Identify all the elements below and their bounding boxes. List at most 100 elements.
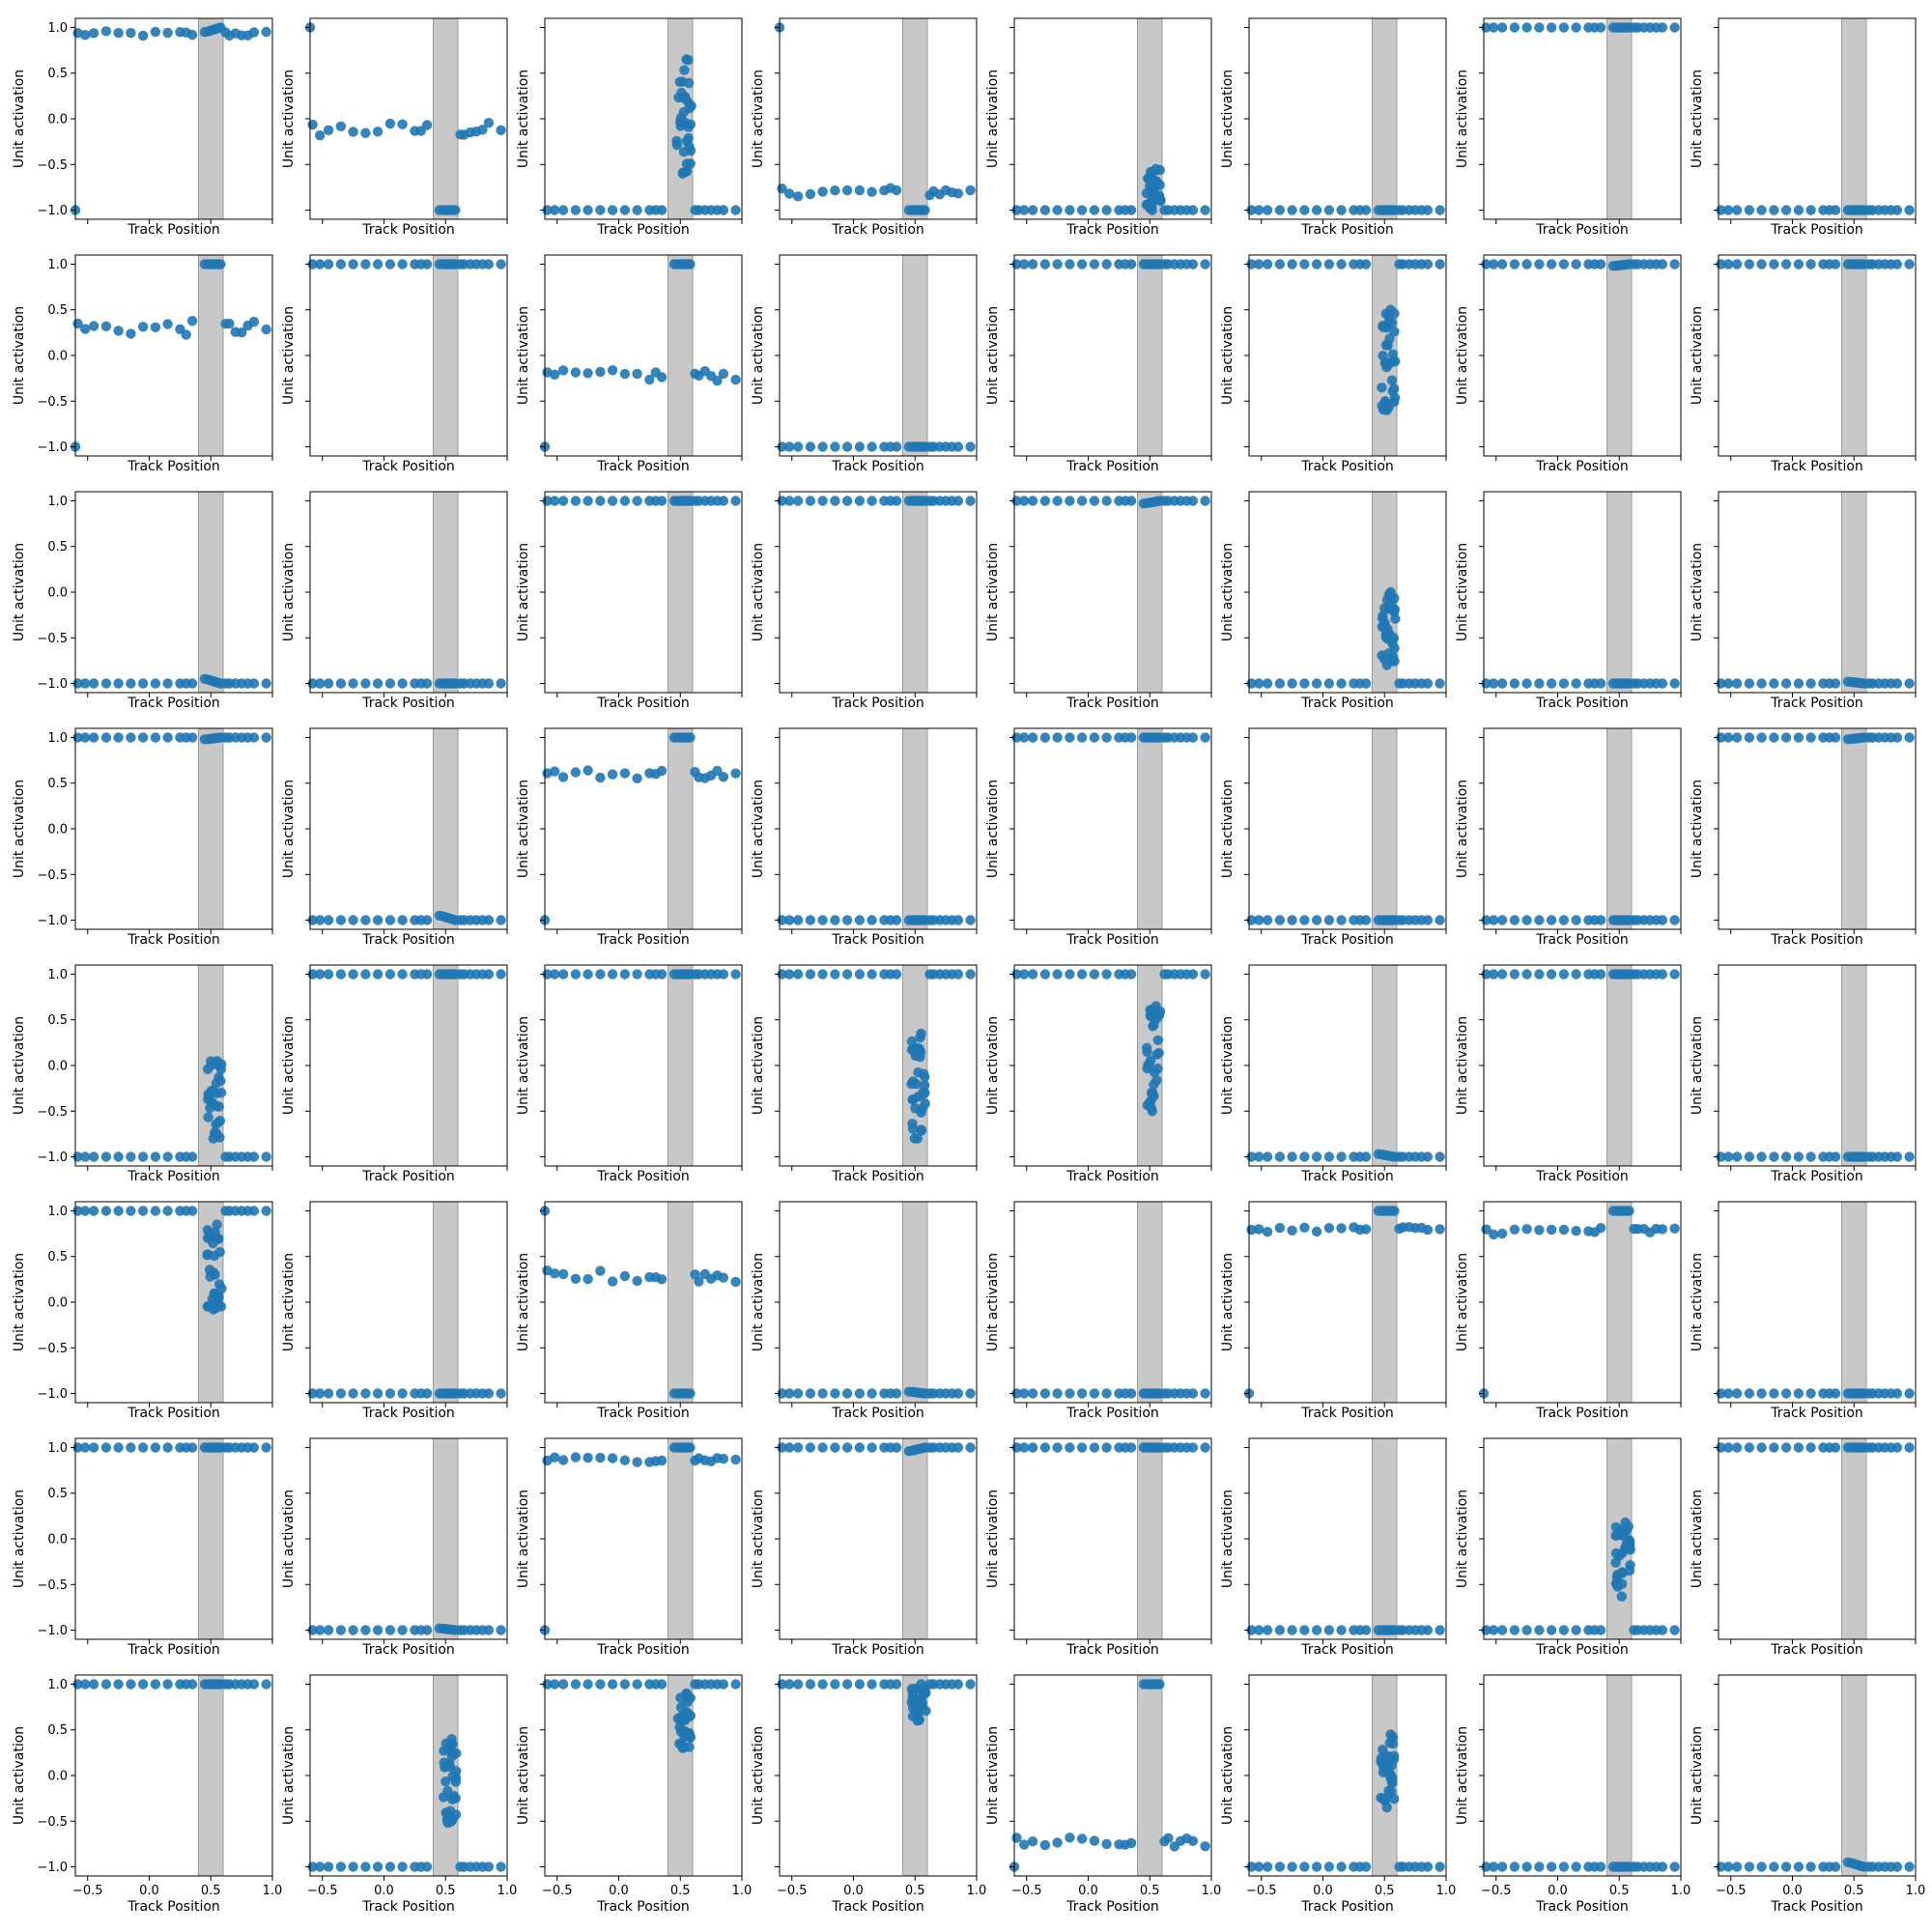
subplot-3-6: Track Position Unit activation xyxy=(1220,491,1447,711)
x-axis-label: Track Position xyxy=(831,1899,924,1915)
data-point xyxy=(1149,1091,1159,1101)
y-tick-label: 0.5 xyxy=(47,777,68,791)
data-point xyxy=(162,1151,173,1162)
data-point xyxy=(100,1151,112,1162)
subplot-3-4: Track Position Unit activation xyxy=(751,491,978,711)
x-tick-label: −0.5 xyxy=(307,1884,338,1898)
data-point xyxy=(1744,678,1755,689)
data-point xyxy=(550,1268,560,1279)
subplot-5-4: Track Position Unit activation xyxy=(751,964,978,1184)
data-point xyxy=(913,1066,923,1078)
data-point xyxy=(1723,1442,1734,1453)
data-point xyxy=(1546,22,1557,33)
data-point xyxy=(397,1861,408,1872)
shaded-band xyxy=(902,491,928,694)
data-point xyxy=(421,1388,433,1399)
data-point xyxy=(570,1273,582,1285)
data-point xyxy=(335,259,347,270)
subplot-6-2: Track Position Unit activation xyxy=(281,1201,508,1421)
data-point xyxy=(920,441,930,452)
data-point xyxy=(841,915,853,925)
x-axis-label: Track Position xyxy=(1770,1899,1863,1915)
data-point xyxy=(557,1268,569,1280)
data-point xyxy=(496,1388,506,1399)
data-point xyxy=(965,496,976,506)
data-point xyxy=(1830,1388,1841,1399)
axes-frame xyxy=(74,964,273,1167)
axes-frame xyxy=(1483,17,1682,220)
data-point xyxy=(1534,259,1545,270)
data-point xyxy=(1669,678,1680,689)
data-point xyxy=(372,127,384,137)
data-point xyxy=(137,1206,149,1216)
x-axis-label: Track Position xyxy=(1300,932,1394,948)
data-point xyxy=(830,1388,840,1399)
data-point xyxy=(323,1625,334,1635)
shaded-band xyxy=(1606,17,1633,220)
data-point xyxy=(1489,1861,1499,1872)
data-point xyxy=(683,132,694,144)
x-axis-label: Track Position xyxy=(1770,1169,1863,1184)
data-point xyxy=(632,969,642,980)
subplot-1-8: Track Position Unit activation xyxy=(1690,17,1917,238)
data-point xyxy=(1065,259,1075,270)
y-axis-label: Unit activation xyxy=(985,70,1001,168)
data-point xyxy=(1052,259,1063,270)
data-point xyxy=(440,1776,451,1787)
data-point xyxy=(397,1625,408,1635)
subplot-8-8: −0.5 0.0 0.5 1.0 Track Position Unit activati… xyxy=(1690,1674,1925,1915)
data-point xyxy=(792,1388,804,1399)
data-point xyxy=(1163,1833,1174,1844)
data-point xyxy=(674,1721,685,1733)
data-point xyxy=(676,87,687,99)
shaded-band xyxy=(1137,1201,1163,1404)
data-point xyxy=(1323,915,1335,925)
data-point xyxy=(1065,1833,1075,1843)
data-point xyxy=(1019,969,1030,980)
data-point xyxy=(582,205,593,215)
y-axis-label: Unit activation xyxy=(985,543,1001,641)
data-point xyxy=(830,1679,840,1690)
data-point xyxy=(1200,1442,1210,1453)
axes-frame xyxy=(544,964,743,1167)
data-point xyxy=(718,772,729,782)
x-tick-label: 0.5 xyxy=(1140,1884,1160,1898)
data-point xyxy=(1323,678,1335,689)
y-axis-label: Unit activation xyxy=(751,543,766,641)
data-point xyxy=(496,125,506,135)
data-point xyxy=(632,773,642,783)
data-point xyxy=(1274,205,1286,215)
data-point xyxy=(595,1679,606,1690)
data-point xyxy=(348,1861,358,1872)
data-point xyxy=(952,1442,964,1453)
data-point xyxy=(1287,205,1297,215)
data-point xyxy=(1065,205,1075,215)
data-point xyxy=(1669,259,1680,270)
data-point xyxy=(1089,969,1100,980)
data-point xyxy=(100,1442,112,1453)
y-tick-label: 0.0 xyxy=(47,586,68,601)
data-point xyxy=(186,678,198,689)
data-point xyxy=(1125,205,1137,215)
data-point xyxy=(1027,496,1038,506)
x-axis-label: Track Position xyxy=(361,1899,455,1915)
data-point xyxy=(830,915,840,925)
data-point xyxy=(261,26,271,38)
data-point xyxy=(162,732,173,743)
data-point xyxy=(841,1442,853,1453)
data-point xyxy=(912,1716,923,1726)
data-point xyxy=(360,259,371,270)
data-point xyxy=(323,1861,334,1872)
data-point xyxy=(685,969,696,980)
shaded-band xyxy=(1137,1674,1163,1877)
y-axis-label: Unit activation xyxy=(1455,306,1470,405)
data-point xyxy=(607,969,618,980)
y-axis-label: Unit activation xyxy=(1220,306,1236,405)
data-point xyxy=(1311,1226,1322,1237)
data-point xyxy=(1254,259,1264,270)
data-point xyxy=(817,1388,828,1399)
data-point xyxy=(1744,732,1755,743)
data-point xyxy=(730,969,741,980)
x-tick-label: 0.5 xyxy=(1844,1884,1864,1898)
data-point xyxy=(867,496,877,506)
